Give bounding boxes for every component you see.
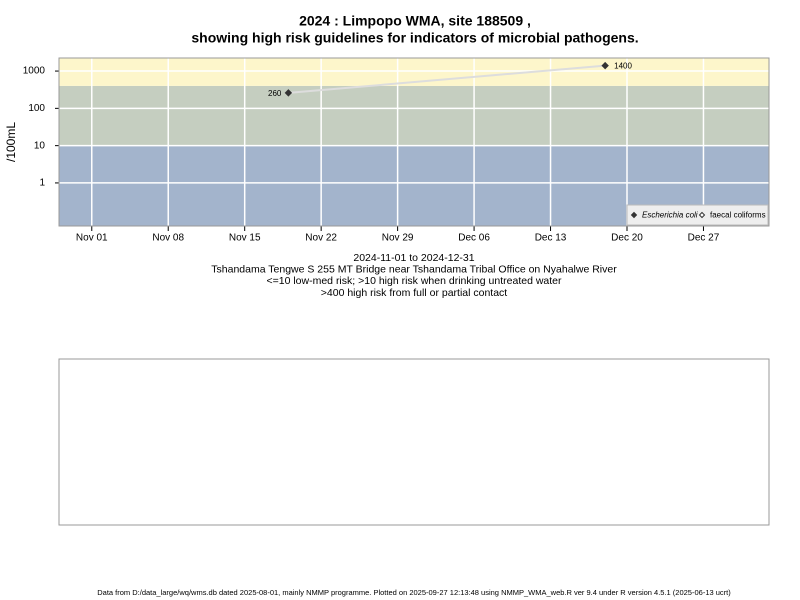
x-tick-label: Nov 22 xyxy=(305,233,337,244)
y-axis-label: /100mL xyxy=(4,122,18,162)
legend-label: Escherichia coli xyxy=(642,211,698,220)
y-tick-label: 1 xyxy=(39,178,45,189)
x-tick-label: Nov 01 xyxy=(76,233,108,244)
risk-band xyxy=(59,85,769,146)
chart-title: showing high risk guidelines for indicat… xyxy=(191,30,638,46)
empty-panel xyxy=(58,358,770,526)
legend-marker xyxy=(630,211,638,219)
x-tick-label: Nov 29 xyxy=(382,233,414,244)
data-point xyxy=(284,89,293,97)
subtitle: >400 high risk from full or partial cont… xyxy=(321,287,508,299)
x-tick-label: Dec 06 xyxy=(458,233,490,244)
plot-frame xyxy=(58,57,770,227)
legend-marker xyxy=(698,211,706,219)
subtitle: <=10 low-med risk; >10 high risk when dr… xyxy=(266,275,562,287)
data-label: 260 xyxy=(268,89,282,98)
y-tick-label: 100 xyxy=(28,103,45,114)
footer: Data from D:/data_large/wq/wms.db dated … xyxy=(97,588,731,597)
subtitle: Tshandama Tengwe S 255 MT Bridge near Ts… xyxy=(211,263,617,275)
chart-title: 2024 : Limpopo WMA, site 188509 , xyxy=(299,13,531,29)
x-tick-label: Dec 20 xyxy=(611,233,643,244)
y-tick-label: 1000 xyxy=(23,66,46,77)
y-tick-label: 10 xyxy=(34,140,46,151)
x-tick-label: Dec 13 xyxy=(535,233,567,244)
x-tick-label: Nov 15 xyxy=(229,233,261,244)
series-line xyxy=(288,64,606,94)
legend-box xyxy=(626,204,769,226)
data-point xyxy=(601,61,609,70)
legend: Escherichia coli faecal coliforms xyxy=(626,204,769,226)
legend-label: faecal coliforms xyxy=(710,211,766,220)
subtitle: 2024-11-01 to 2024-12-31 xyxy=(353,252,474,264)
x-tick-label: Dec 27 xyxy=(688,233,720,244)
x-tick-label: Nov 08 xyxy=(152,233,184,244)
data-label: 1400 xyxy=(614,62,632,71)
